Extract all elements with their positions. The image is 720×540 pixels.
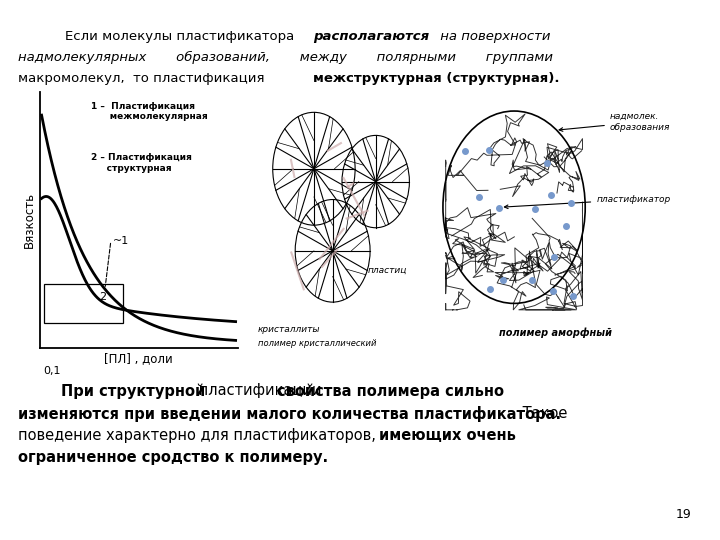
Text: Такое: Такое xyxy=(518,406,568,421)
Text: 2 – Пластификация
     структурная: 2 – Пластификация структурная xyxy=(91,153,192,173)
Bar xyxy=(44,284,123,322)
Text: располагаются: располагаются xyxy=(313,30,429,43)
X-axis label: [ПЛ] , доли: [ПЛ] , доли xyxy=(104,353,173,366)
Text: на поверхности: на поверхности xyxy=(436,30,550,43)
Text: надмолекулярных       образований,       между       полярными       группами: надмолекулярных образований, между поляр… xyxy=(18,51,553,64)
Text: 2: 2 xyxy=(99,292,106,302)
Text: 0,1: 0,1 xyxy=(44,366,61,376)
Text: При структурной: При структурной xyxy=(61,383,205,399)
Text: изменяются при введении малого количества пластификатора.: изменяются при введении малого количеств… xyxy=(18,406,561,422)
Text: 19: 19 xyxy=(675,508,691,521)
Y-axis label: Вязкость: Вязкость xyxy=(22,192,35,248)
Text: полимер аморфный: полимер аморфный xyxy=(499,328,611,338)
Text: пластификатор: пластификатор xyxy=(505,195,670,208)
Text: межструктурная (структурная).: межструктурная (структурная). xyxy=(313,72,559,85)
Text: пластификации: пластификации xyxy=(194,383,327,399)
Text: кристаллиты: кристаллиты xyxy=(258,325,320,334)
Text: ограниченное сродство к полимеру.: ограниченное сродство к полимеру. xyxy=(18,450,328,465)
Text: пластиц: пластиц xyxy=(368,266,408,275)
Text: полимер кристаллический: полимер кристаллический xyxy=(258,339,377,348)
Text: ~1: ~1 xyxy=(113,235,129,246)
Text: свойства полимера сильно: свойства полимера сильно xyxy=(277,383,504,399)
Text: 1 –  Пластификация
      межмолекулярная: 1 – Пластификация межмолекулярная xyxy=(91,102,208,122)
Text: имеющих очень: имеющих очень xyxy=(379,428,516,443)
Text: поведение характерно для пластификаторов,: поведение характерно для пластификаторов… xyxy=(18,428,380,443)
Text: макромолекул,  то пластификация: макромолекул, то пластификация xyxy=(18,72,273,85)
Text: надмолек.
образования: надмолек. образования xyxy=(559,112,670,132)
Text: Если молекулы пластификатора: Если молекулы пластификатора xyxy=(65,30,298,43)
